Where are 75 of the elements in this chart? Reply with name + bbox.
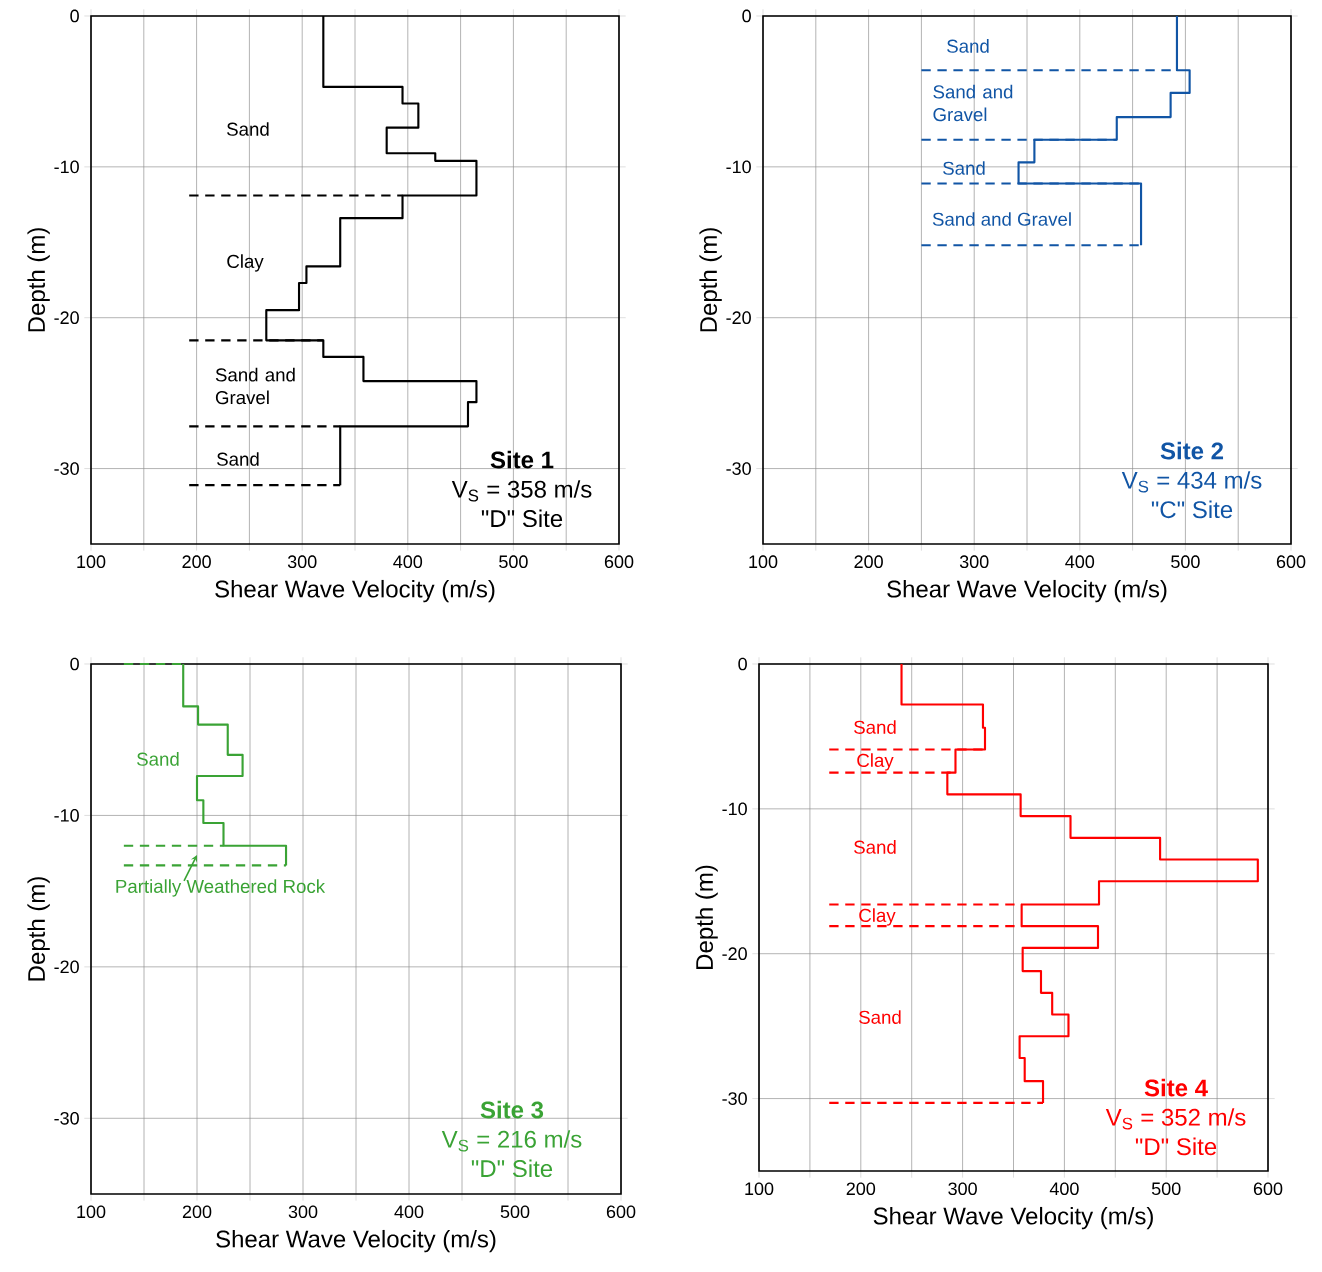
annotation: Site 3 [480,1100,544,1119]
x-tick-label: 500 [499,555,528,569]
annotation: "D" Site [1135,1137,1217,1156]
x-tick-label: 100 [77,1205,106,1219]
x-tick-label: 400 [393,555,423,569]
y-tick-label: -30 [726,462,751,475]
annotation: Partially Weathered Rock [116,879,326,897]
y-tick-label: -10 [54,160,79,174]
x-tick-label: 600 [606,1205,636,1219]
y-tick-label: -20 [722,947,747,961]
annotation: V$_{S}$ = 358 m/s [451,480,592,502]
y-tick-label: 0 [70,657,79,671]
annotation: Sand [854,720,896,734]
annotation: V$_{S}$ = 216 m/s [441,1130,582,1152]
annotation: Sand [227,122,269,136]
x-tick-label: 500 [1151,1182,1181,1196]
x-tick-label: 500 [1171,555,1200,569]
y-tick-label: -30 [722,1092,747,1105]
y-tick-label: -20 [54,311,79,325]
x-tick-label: 200 [182,555,211,569]
annotation: "D" Site [471,1159,553,1178]
x-axis-title: Shear Wave Velocity (m/s) [887,579,1167,603]
x-tick-label: 300 [287,555,317,569]
x-tick-label: 600 [604,555,634,569]
x-tick-label: 100 [745,1182,774,1196]
annotation: Site 4 [1144,1078,1208,1097]
annotation: Sand [943,161,985,175]
annotation: Sand [854,840,896,854]
annotation: Site 1 [490,450,554,469]
annotation: "C" Site [1151,500,1233,519]
x-tick-label: 200 [854,555,883,569]
y-tick-label: -30 [54,1111,79,1125]
annotation: Sand and Gravel [933,84,1013,122]
y-tick-label: -10 [722,802,747,816]
annotation: Sand and Gravel [932,212,1071,226]
y-axis-title: Depth (m) [27,877,50,981]
x-tick-label: 300 [948,1182,977,1196]
x-axis-title: Shear Wave Velocity (m/s) [873,1206,1153,1230]
x-tick-label: 600 [1253,1182,1283,1196]
y-axis-title: Depth (m) [699,228,722,332]
x-tick-label: 600 [1276,555,1306,569]
y-tick-label: 0 [70,9,79,23]
y-tick-label: 0 [742,9,751,23]
annotation: Sand and Gravel [215,367,295,405]
x-tick-label: 500 [500,1205,530,1219]
x-tick-label: 300 [959,555,989,569]
x-tick-label: 200 [182,1205,212,1219]
annotation: "D" Site [481,509,563,528]
x-tick-label: 400 [1065,555,1095,569]
y-axis-title: Depth (m) [695,865,718,969]
y-axis-title: Depth (m) [27,228,50,332]
annotation: Sand [947,39,989,53]
y-tick-label: 0 [738,657,747,671]
x-axis-title: Shear Wave Velocity (m/s) [216,1229,496,1253]
annotation: Clay [227,254,264,272]
y-tick-label: -10 [54,809,79,822]
annotation: Sand [137,752,179,766]
x-tick-label: 100 [77,555,106,569]
x-tick-label: 100 [749,555,778,569]
y-tick-label: -10 [726,160,751,174]
x-tick-label: 200 [846,1182,876,1196]
y-tick-label: -30 [54,462,79,475]
x-tick-label: 400 [1049,1182,1079,1196]
annotation: Clay [859,908,896,926]
y-tick-label: -20 [726,311,751,325]
x-axis-title: Shear Wave Velocity (m/s) [215,579,495,603]
annotation: Sand [217,452,259,466]
y-tick-label: -20 [54,960,79,974]
x-tick-label: 300 [288,1205,318,1219]
annotation: Clay [857,753,894,771]
annotation: V$_{S}$ = 352 m/s [1105,1108,1246,1130]
x-tick-label: 400 [394,1205,424,1219]
annotation: Site 2 [1160,441,1224,460]
annotation: Sand [859,1010,901,1024]
annotation: V$_{S}$ = 434 m/s [1121,471,1262,493]
